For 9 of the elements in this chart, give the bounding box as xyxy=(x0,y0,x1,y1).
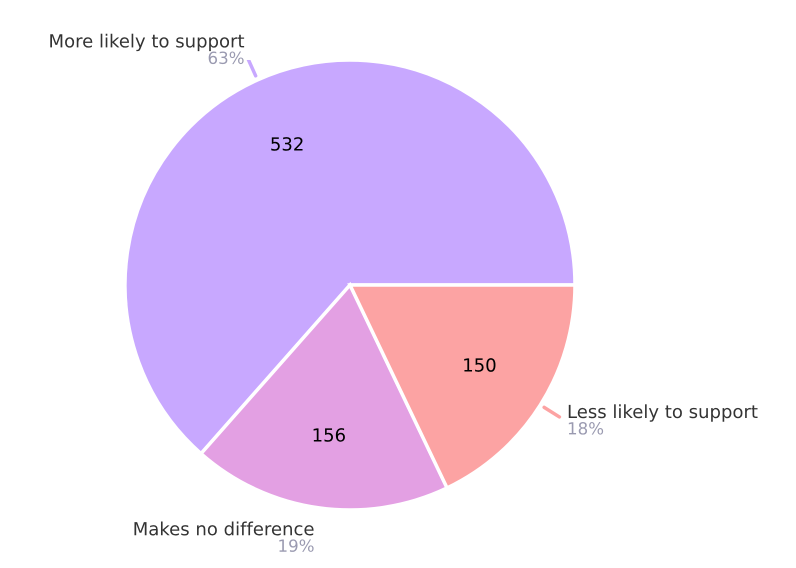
data-label: 150 xyxy=(464,358,496,372)
data-label: 156 xyxy=(314,428,345,442)
text: 18% xyxy=(568,422,604,435)
slice-label: More likely to support xyxy=(50,34,244,52)
data-label: 532 xyxy=(271,137,303,151)
slice-label: Makes no difference xyxy=(134,522,314,536)
slice-label: Less likely to support xyxy=(568,404,758,422)
text: 63% xyxy=(208,51,244,64)
text: 19% xyxy=(279,539,314,552)
